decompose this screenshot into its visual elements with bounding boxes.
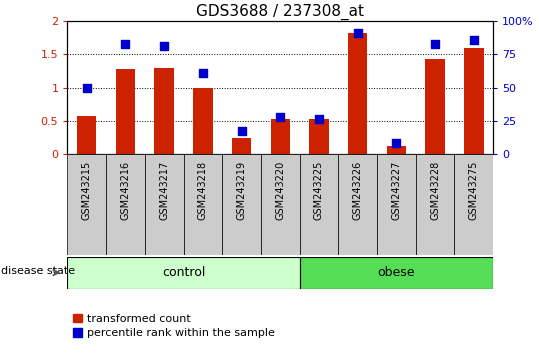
Bar (77, 116, 96, 154)
Text: GSM243218: GSM243218 (198, 161, 208, 220)
Bar (261, 154, 300, 255)
Text: control: control (162, 266, 205, 279)
Point (160, 44, 169, 49)
Bar (300, 257, 493, 289)
Bar (145, 154, 183, 255)
Bar (271, 120, 290, 154)
Bar (309, 120, 329, 154)
Bar (67, 257, 300, 289)
Text: GSM243226: GSM243226 (353, 161, 363, 220)
Text: obese: obese (378, 266, 415, 279)
Bar (416, 154, 454, 255)
Bar (232, 138, 251, 154)
Text: GSM243217: GSM243217 (159, 161, 169, 220)
Text: GSM243228: GSM243228 (430, 161, 440, 220)
Text: GSM243215: GSM243215 (82, 161, 92, 220)
Bar (183, 154, 222, 255)
Point (276, 114, 285, 120)
Bar (454, 154, 493, 255)
Point (431, 41, 439, 47)
Bar (67, 154, 106, 255)
Text: GSM243275: GSM243275 (469, 161, 479, 221)
Bar (116, 69, 135, 154)
Point (121, 41, 130, 47)
Text: GSM243225: GSM243225 (314, 161, 324, 221)
Title: GDS3688 / 237308_at: GDS3688 / 237308_at (196, 4, 364, 20)
Bar (387, 146, 406, 154)
Point (315, 117, 323, 122)
Point (392, 141, 400, 146)
Bar (193, 88, 212, 154)
Bar (377, 154, 416, 255)
Point (198, 70, 207, 76)
Legend: transformed count, percentile rank within the sample: transformed count, percentile rank withi… (73, 314, 275, 338)
Bar (222, 154, 261, 255)
Bar (464, 48, 483, 154)
Text: disease state: disease state (1, 266, 75, 276)
Bar (155, 68, 174, 154)
Bar (425, 59, 445, 154)
Text: GSM243216: GSM243216 (120, 161, 130, 220)
Bar (338, 154, 377, 255)
Text: GSM243220: GSM243220 (275, 161, 285, 220)
Bar (348, 33, 368, 154)
Text: GSM243227: GSM243227 (391, 161, 402, 221)
Bar (300, 154, 338, 255)
Bar (106, 154, 145, 255)
Point (237, 129, 246, 134)
Point (469, 37, 478, 42)
Point (354, 30, 362, 36)
Point (82, 85, 91, 91)
Text: GSM243219: GSM243219 (237, 161, 246, 220)
